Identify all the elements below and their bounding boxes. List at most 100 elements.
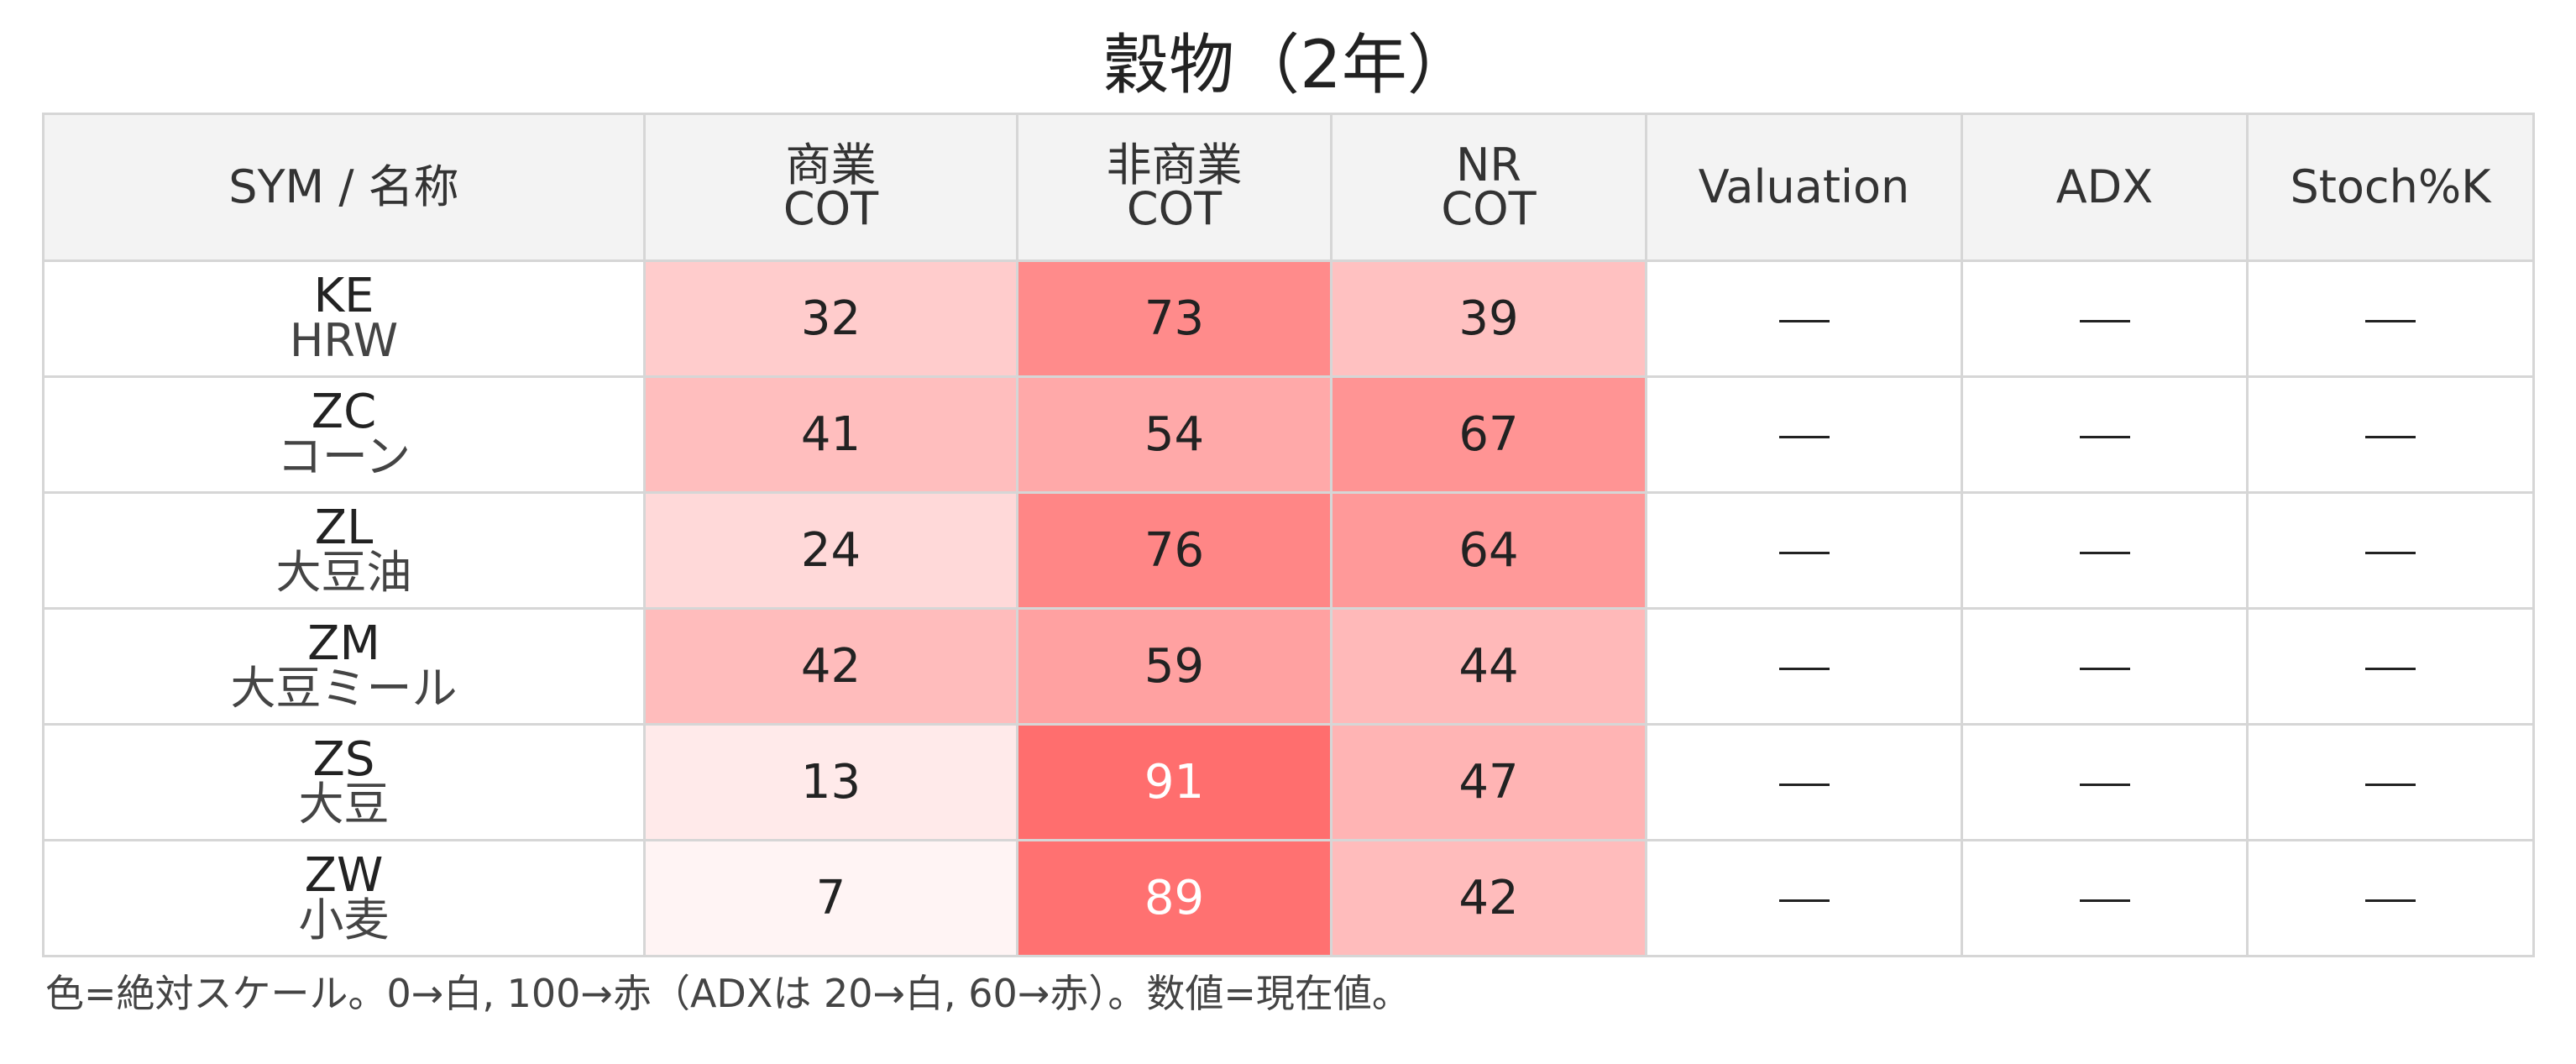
value-cell-noncommercial: 54 xyxy=(1016,375,1333,494)
table-body: KE HRW 32 73 39 ZC コーン 41 54 67 ZL 大豆油 24 76 64 ZM 大豆ミール… xyxy=(42,259,2535,957)
cell-value: 54 xyxy=(1144,407,1205,462)
symbol-cell: ZS 大豆 xyxy=(42,723,646,841)
symbol-name: HRW xyxy=(289,313,399,367)
cell-value: 89 xyxy=(1144,871,1205,925)
empty-cell-adx xyxy=(1961,723,2249,841)
value-cell-noncommercial: 89 xyxy=(1016,839,1333,957)
missing-value-dash xyxy=(2079,552,2130,555)
symbol-name: コーン xyxy=(276,429,411,483)
empty-cell-adx xyxy=(1961,607,2249,726)
cell-value: 39 xyxy=(1458,291,1519,346)
table-row: ZC コーン 41 54 67 xyxy=(42,375,2535,494)
missing-value-dash xyxy=(2079,899,2130,903)
column-header-stoch: Stoch%K xyxy=(2246,113,2535,262)
empty-cell-stoch xyxy=(2246,607,2535,726)
value-cell-commercial: 13 xyxy=(643,723,1018,841)
column-header-nr: NR COT xyxy=(1330,113,1647,262)
value-cell-nr: 47 xyxy=(1330,723,1647,841)
missing-value-dash xyxy=(2079,668,2130,671)
missing-value-dash xyxy=(1778,552,1830,555)
value-cell-noncommercial: 59 xyxy=(1016,607,1333,726)
cell-value: 76 xyxy=(1144,523,1205,578)
symbol-code: ZS xyxy=(312,731,375,787)
cell-value: 41 xyxy=(800,407,861,462)
symbol-cell: ZL 大豆油 xyxy=(42,491,646,610)
empty-cell-stoch xyxy=(2246,375,2535,494)
cell-value: 7 xyxy=(815,871,846,925)
empty-cell-valuation xyxy=(1645,375,1963,494)
empty-cell-stoch xyxy=(2246,723,2535,841)
symbol-name: 大豆ミール xyxy=(230,661,458,715)
empty-cell-stoch xyxy=(2246,259,2535,378)
value-cell-nr: 42 xyxy=(1330,839,1647,957)
missing-value-dash xyxy=(2365,320,2416,323)
missing-value-dash xyxy=(2079,436,2130,439)
symbol-name: 小麦 xyxy=(298,893,390,946)
symbol-code: ZL xyxy=(314,500,374,555)
symbol-cell: KE HRW xyxy=(42,259,646,378)
empty-cell-adx xyxy=(1961,839,2249,957)
symbol-name: 大豆 xyxy=(298,777,390,831)
empty-cell-valuation xyxy=(1645,839,1963,957)
empty-cell-valuation xyxy=(1645,491,1963,610)
missing-value-dash xyxy=(2365,899,2416,903)
cell-value: 32 xyxy=(800,291,861,346)
value-cell-nr: 39 xyxy=(1330,259,1647,378)
symbol-code: ZW xyxy=(304,847,384,903)
value-cell-commercial: 24 xyxy=(643,491,1018,610)
missing-value-dash xyxy=(1778,899,1830,903)
table-row: KE HRW 32 73 39 xyxy=(42,259,2535,378)
value-cell-commercial: 42 xyxy=(643,607,1018,726)
cell-value: 42 xyxy=(1458,871,1519,925)
value-cell-commercial: 41 xyxy=(643,375,1018,494)
column-header-valuation: Valuation xyxy=(1645,113,1963,262)
value-cell-noncommercial: 73 xyxy=(1016,259,1333,378)
table-row: ZL 大豆油 24 76 64 xyxy=(42,491,2535,610)
table-row: ZM 大豆ミール 42 59 44 xyxy=(42,607,2535,726)
heatmap-table: SYM / 名称 商業 COT 非商業 COT NR COT Valuation ADX Stoc… xyxy=(42,113,2535,957)
cell-value: 42 xyxy=(800,639,861,694)
table-row: ZS 大豆 13 91 47 xyxy=(42,723,2535,841)
missing-value-dash xyxy=(2365,668,2416,671)
cell-value: 24 xyxy=(800,523,861,578)
table-row: ZW 小麦 7 89 42 xyxy=(42,839,2535,957)
value-cell-noncommercial: 91 xyxy=(1016,723,1333,841)
missing-value-dash xyxy=(2079,784,2130,787)
value-cell-nr: 44 xyxy=(1330,607,1647,726)
empty-cell-adx xyxy=(1961,491,2249,610)
symbol-cell: ZW 小麦 xyxy=(42,839,646,957)
symbol-code: ZM xyxy=(307,616,380,671)
value-cell-commercial: 32 xyxy=(643,259,1018,378)
column-header-noncommercial: 非商業 COT xyxy=(1016,113,1333,262)
cell-value: 91 xyxy=(1144,755,1205,810)
column-header-adx: ADX xyxy=(1961,113,2249,262)
missing-value-dash xyxy=(1778,784,1830,787)
chart-title: 穀物（2年） xyxy=(1103,28,1473,103)
empty-cell-adx xyxy=(1961,375,2249,494)
cell-value: 47 xyxy=(1458,755,1519,810)
symbol-cell: ZM 大豆ミール xyxy=(42,607,646,726)
value-cell-commercial: 7 xyxy=(643,839,1018,957)
column-header-sym: SYM / 名称 xyxy=(42,113,646,262)
value-cell-noncommercial: 76 xyxy=(1016,491,1333,610)
value-cell-nr: 67 xyxy=(1330,375,1647,494)
missing-value-dash xyxy=(1778,668,1830,671)
cell-value: 64 xyxy=(1458,523,1519,578)
empty-cell-valuation xyxy=(1645,723,1963,841)
missing-value-dash xyxy=(2365,552,2416,555)
empty-cell-stoch xyxy=(2246,839,2535,957)
header-row: SYM / 名称 商業 COT 非商業 COT NR COT Valuation ADX Stoc… xyxy=(42,113,2535,262)
missing-value-dash xyxy=(2365,436,2416,439)
missing-value-dash xyxy=(1778,436,1830,439)
empty-cell-adx xyxy=(1961,259,2249,378)
symbol-code: ZC xyxy=(311,384,377,439)
empty-cell-stoch xyxy=(2246,491,2535,610)
column-header-commercial: 商業 COT xyxy=(643,113,1018,262)
missing-value-dash xyxy=(1778,320,1830,323)
empty-cell-valuation xyxy=(1645,259,1963,378)
symbol-name: 大豆油 xyxy=(275,545,412,599)
empty-cell-valuation xyxy=(1645,607,1963,726)
cell-value: 44 xyxy=(1458,639,1519,694)
missing-value-dash xyxy=(2079,320,2130,323)
cell-value: 59 xyxy=(1144,639,1205,694)
